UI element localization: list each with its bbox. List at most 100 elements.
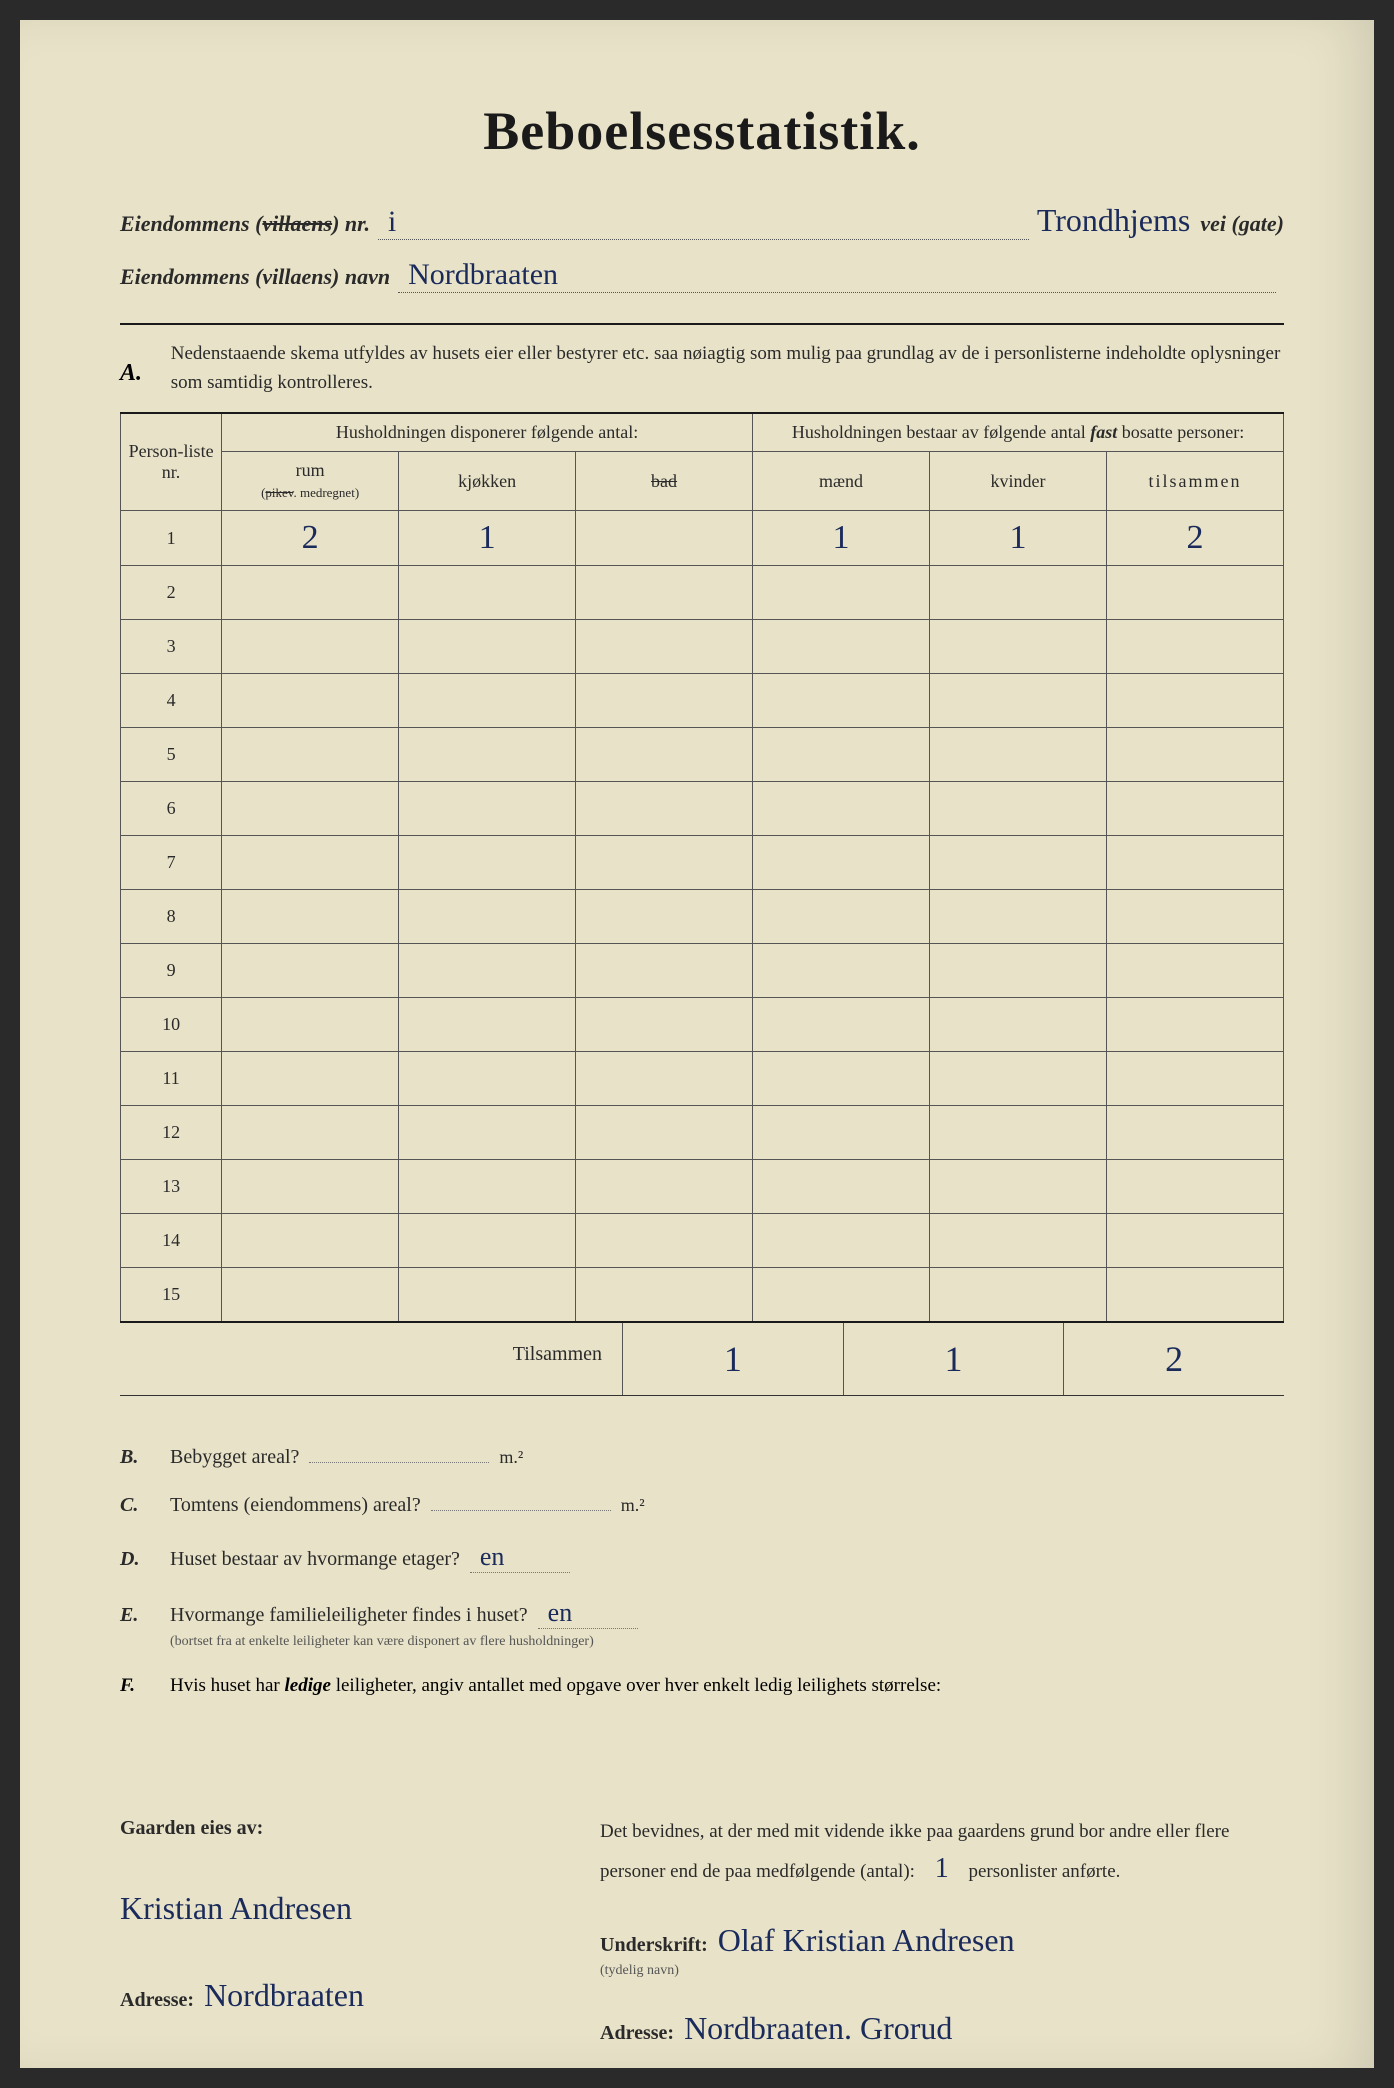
cell-tilsammen [1106,1160,1283,1214]
cell-kjokken [399,1214,576,1268]
cell-kvinder [930,836,1107,890]
table-row: 8 [121,890,1284,944]
table-row: 6 [121,782,1284,836]
cell-tilsammen [1106,620,1283,674]
cell-tilsammen [1106,1268,1283,1322]
row-number: 1 [121,511,222,566]
row-number: 8 [121,890,222,944]
section-a-header: A. Nedenstaaende skema utfyldes av huset… [120,340,1284,397]
cell-kvinder [930,620,1107,674]
cell-rum [222,674,399,728]
cell-tilsammen [1106,1052,1283,1106]
cell-rum [222,1106,399,1160]
owner-name: Kristian Andresen [120,1890,540,1927]
signer-address: Nordbraaten. Grorud [684,2010,952,2047]
cell-rum [222,998,399,1052]
row-number: 10 [121,998,222,1052]
cell-tilsammen [1106,890,1283,944]
cell-tilsammen [1106,836,1283,890]
row-number: 15 [121,1268,222,1322]
cell-kvinder [930,782,1107,836]
cell-rum [222,1160,399,1214]
cell-kjokken [399,1106,576,1160]
cell-rum [222,1214,399,1268]
table-row: 4 [121,674,1284,728]
cell-kvinder [930,674,1107,728]
cell-kvinder [930,890,1107,944]
cell-kjokken [399,944,576,998]
cell-maend [753,1268,930,1322]
questions-section: B. Bebygget areal? m.² C. Tomtens (eiend… [120,1446,1284,1697]
cell-rum [222,620,399,674]
section-a-text: Nedenstaaende skema utfyldes av husets e… [171,340,1284,397]
cell-bad [576,836,753,890]
cell-rum [222,782,399,836]
cell-kjokken [399,1052,576,1106]
household-table: Person-liste nr. Husholdningen disponere… [120,412,1284,1323]
cell-kjokken [399,728,576,782]
table-body: 1 2 1 1 1 2 2 3 4 5 6 [121,511,1284,1322]
header-group-disposes: Husholdningen disponerer følgende antal: [222,413,753,452]
cell-tilsammen [1106,566,1283,620]
cell-kvinder [930,1160,1107,1214]
total-kvinder: 1 [843,1323,1064,1395]
cell-bad [576,1106,753,1160]
row-number: 14 [121,1214,222,1268]
cell-kjokken [399,782,576,836]
footer-left: Gaarden eies av: Kristian Andresen Adres… [120,1817,540,2077]
row-number: 5 [121,728,222,782]
label-eiendommens-nr: Eiendommens (villaens) nr. [120,211,370,237]
cell-bad [576,998,753,1052]
footer-section: Gaarden eies av: Kristian Andresen Adres… [120,1817,1284,2077]
header-person-nr: Person-liste nr. [121,413,222,511]
row-number: 4 [121,674,222,728]
property-name-value: Nordbraaten [398,258,1276,293]
cell-kjokken [399,1268,576,1322]
page-title: Beboelsesstatistik. [120,100,1284,162]
cell-maend [753,1214,930,1268]
cell-kvinder [930,1106,1107,1160]
attestation-text: Det bevidnes, at der med mit vidende ikk… [600,1817,1284,1892]
cell-maend [753,836,930,890]
cell-kvinder [930,1268,1107,1322]
cell-kvinder [930,944,1107,998]
row-number: 6 [121,782,222,836]
table-header: Person-liste nr. Husholdningen disponere… [121,413,1284,511]
signature-line: Underskrift: (tydelig navn) Olaf Kristia… [600,1922,1284,1980]
cell-bad [576,944,753,998]
cell-maend [753,566,930,620]
total-row: Tilsammen 1 1 2 [120,1323,1284,1396]
cell-kjokken [399,1160,576,1214]
cell-rum [222,836,399,890]
cell-maend [753,1052,930,1106]
document-page: Beboelsesstatistik. Eiendommens (villaen… [20,20,1374,2068]
cell-kjokken [399,998,576,1052]
header-tilsammen: tilsammen [1106,452,1283,511]
table-row: 10 [121,998,1284,1052]
table-row: 9 [121,944,1284,998]
cell-maend [753,1160,930,1214]
cell-maend [753,620,930,674]
cell-rum [222,1052,399,1106]
row-number: 9 [121,944,222,998]
row-number: 12 [121,1106,222,1160]
table-row: 5 [121,728,1284,782]
row-number: 13 [121,1160,222,1214]
cell-kvinder [930,728,1107,782]
table-row: 2 [121,566,1284,620]
header-maend: mænd [753,452,930,511]
cell-maend: 1 [753,511,930,566]
cell-bad [576,782,753,836]
question-e-subtext: (bortset fra at enkelte leiligheter kan … [170,1634,1284,1650]
cell-maend [753,728,930,782]
cell-maend [753,782,930,836]
cell-rum [222,890,399,944]
cell-rum [222,728,399,782]
street-suffix: vei (gate) [1200,211,1284,237]
cell-tilsammen [1106,782,1283,836]
total-label: Tilsammen [120,1323,622,1395]
answer-b [309,1462,489,1463]
property-number-value: i [378,205,1029,240]
table-row: 1 2 1 1 1 2 [121,511,1284,566]
cell-bad [576,566,753,620]
